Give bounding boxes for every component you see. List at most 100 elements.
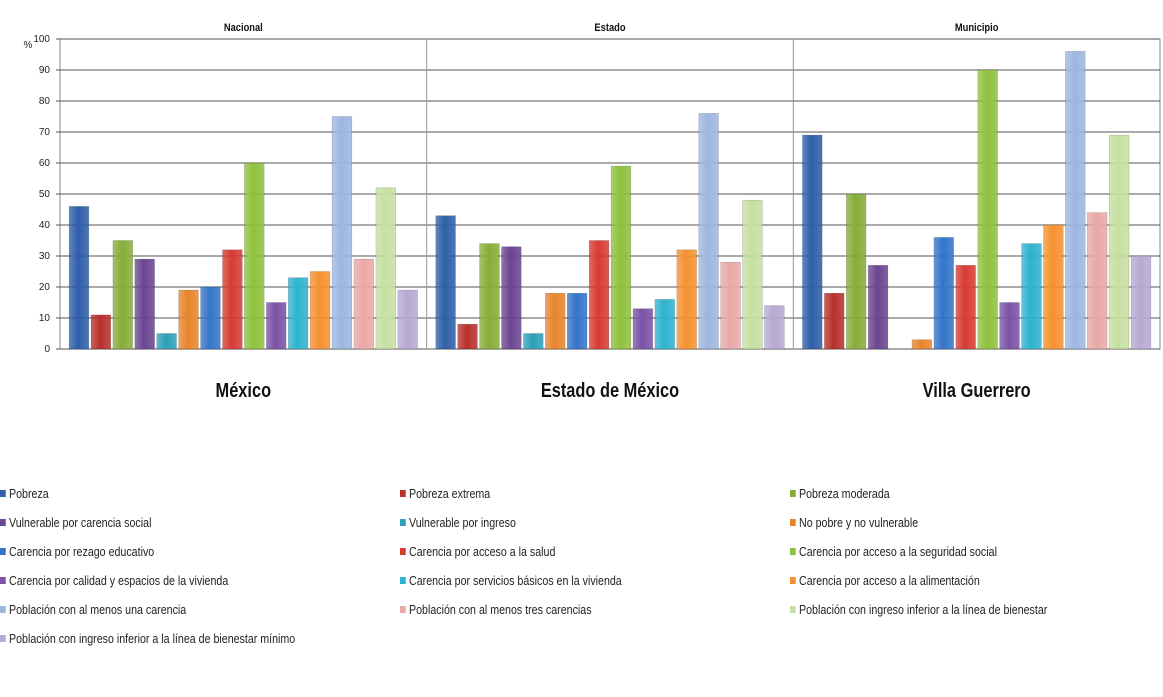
legend-label: Pobreza moderada xyxy=(799,486,890,501)
y-tick-label: 10 xyxy=(39,313,51,324)
bar-4-panel-3 xyxy=(867,265,889,350)
legend-item: Vulnerable por carencia social xyxy=(0,515,151,530)
legend-swatch xyxy=(0,606,6,613)
legend-label: Población con ingreso inferior a la líne… xyxy=(9,631,296,646)
bar-16-panel-1 xyxy=(397,289,418,350)
legend-swatch xyxy=(400,548,406,555)
bar-6-panel-2 xyxy=(545,292,566,350)
legend-swatch xyxy=(400,519,406,526)
legend-swatch xyxy=(790,490,796,497)
bar-10-panel-1 xyxy=(266,302,287,350)
bar-8-panel-1 xyxy=(222,249,243,350)
panel-title: Municipio xyxy=(955,22,999,34)
bar-15-panel-1 xyxy=(375,187,396,350)
bar-9-panel-2 xyxy=(610,165,632,350)
legend-item: Carencia por acceso a la seguridad socia… xyxy=(790,544,997,559)
legend-item: Vulnerable por ingreso xyxy=(400,515,516,530)
bar-5-panel-1 xyxy=(156,333,177,350)
bar-4-panel-1 xyxy=(134,258,155,350)
legend-swatch xyxy=(0,635,6,642)
legend-item: Carencia por acceso a la alimentación xyxy=(790,573,980,588)
legend-label: No pobre y no vulnerable xyxy=(799,515,919,530)
y-tick-label: 20 xyxy=(39,282,51,293)
panel-title: Estado xyxy=(594,22,625,34)
legend-label: Población con al menos tres carencias xyxy=(409,602,592,617)
plot-area: 0 10 20 30 40 50 60 70 80 90 100% Nacional México Est… xyxy=(24,22,1161,401)
bar-1-panel-2 xyxy=(435,215,456,350)
bar-4-panel-2 xyxy=(501,246,522,350)
bar-11-panel-2 xyxy=(654,299,675,350)
bar-3-panel-3 xyxy=(846,193,867,350)
bar-13-panel-3 xyxy=(1065,51,1086,350)
legend-item: No pobre y no vulnerable xyxy=(790,515,918,530)
bar-11-panel-3 xyxy=(1021,243,1042,350)
legend-label: Población con al menos una carencia xyxy=(9,602,187,617)
bar-7-panel-3 xyxy=(933,237,954,350)
y-tick-label: 40 xyxy=(39,220,51,231)
legend-label: Carencia por calidad y espacios de la vi… xyxy=(9,573,229,588)
legend-label: Vulnerable por carencia social xyxy=(9,515,152,530)
y-tick-label: 90 xyxy=(39,65,51,76)
bar-12-panel-2 xyxy=(676,249,697,350)
bar-13-panel-1 xyxy=(331,116,353,350)
bar-12-panel-3 xyxy=(1043,224,1064,350)
legend-swatch xyxy=(0,490,6,497)
legend-item: Población con al menos una carencia xyxy=(0,602,186,617)
legend-swatch xyxy=(790,519,796,526)
bar-10-panel-3 xyxy=(999,302,1020,350)
bar-2-panel-2 xyxy=(457,323,478,350)
category-label: México xyxy=(216,378,272,401)
legend-label: Pobreza xyxy=(9,486,49,501)
bar-10-panel-2 xyxy=(632,308,653,350)
bar-14-panel-2 xyxy=(720,261,741,350)
legend-label: Pobreza extrema xyxy=(409,486,491,501)
y-tick-label: 30 xyxy=(39,251,51,262)
legend-swatch xyxy=(0,577,6,584)
y-tick-label: 100 xyxy=(33,34,50,45)
legend-swatch xyxy=(790,548,796,555)
bar-7-panel-2 xyxy=(567,292,588,350)
bar-2-panel-3 xyxy=(824,292,845,350)
legend-item: Carencia por calidad y espacios de la vi… xyxy=(0,573,228,588)
legend-swatch xyxy=(400,577,406,584)
bar-12-panel-1 xyxy=(309,271,331,350)
bar-16-panel-3 xyxy=(1130,255,1152,350)
bar-8-panel-3 xyxy=(955,265,976,350)
panel-title: Nacional xyxy=(224,22,263,34)
bar-6-panel-1 xyxy=(178,289,199,350)
bar-11-panel-1 xyxy=(288,277,309,350)
legend-item: Carencia por rezago educativo xyxy=(0,544,154,559)
y-tick-label: 70 xyxy=(39,127,51,138)
bar-9-panel-3 xyxy=(977,69,998,350)
legend-label: Carencia por rezago educativo xyxy=(9,544,155,559)
y-tick-label: 60 xyxy=(39,158,51,169)
legend: Pobreza Pobreza extrema Pobreza moderada Vu… xyxy=(0,478,1163,697)
legend-label: Carencia por acceso a la salud xyxy=(409,544,556,559)
bar-14-panel-3 xyxy=(1087,212,1108,350)
bar-7-panel-1 xyxy=(200,286,221,350)
legend-item: Carencia por acceso a la salud xyxy=(400,544,555,559)
bar-1-panel-1 xyxy=(68,206,90,350)
legend-item: Pobreza xyxy=(0,486,49,501)
bar-13-panel-2 xyxy=(698,113,719,350)
legend-swatch xyxy=(790,577,796,584)
legend-swatch xyxy=(0,548,6,555)
legend-label: Población con ingreso inferior a la líne… xyxy=(799,602,1048,617)
legend-item: Pobreza moderada xyxy=(790,486,890,501)
legend-swatch xyxy=(400,490,406,497)
bar-3-panel-2 xyxy=(479,243,500,350)
bar-8-panel-2 xyxy=(588,240,610,350)
bar-5-panel-2 xyxy=(523,333,544,350)
bar-15-panel-3 xyxy=(1109,134,1130,350)
legend-item: Pobreza extrema xyxy=(400,486,490,501)
legend-item: Población con ingreso inferior a la líne… xyxy=(0,631,295,646)
y-tick-label: 80 xyxy=(39,96,51,107)
legend-item: Población con al menos tres carencias xyxy=(400,602,592,617)
legend-label: Carencia por acceso a la seguridad socia… xyxy=(799,544,997,559)
bar-2-panel-1 xyxy=(90,314,111,350)
category-label: Estado de México xyxy=(541,378,679,401)
bar-16-panel-2 xyxy=(764,305,785,350)
legend-item: Población con ingreso inferior a la líne… xyxy=(790,602,1047,617)
bar-9-panel-1 xyxy=(244,162,265,350)
bar-15-panel-2 xyxy=(742,199,763,350)
